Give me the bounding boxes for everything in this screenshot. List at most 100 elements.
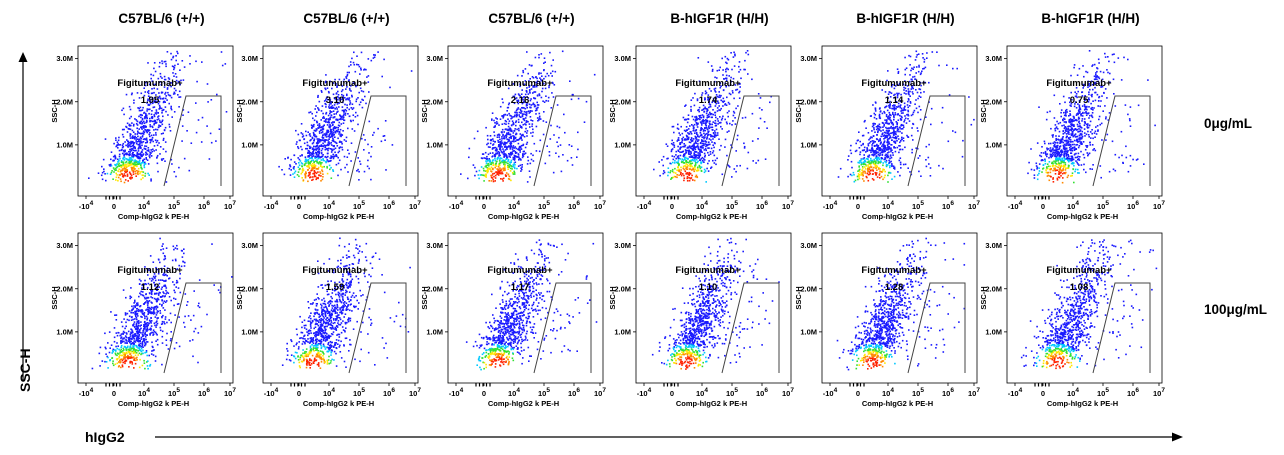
- event-dot: [738, 91, 740, 94]
- event-dot: [516, 139, 518, 141]
- event-dot: [896, 127, 899, 129]
- event-dot: [341, 89, 344, 91]
- event-dot: [493, 126, 495, 128]
- event-dot: [173, 171, 176, 173]
- event-dot: [880, 161, 882, 163]
- event-dot: [706, 167, 708, 170]
- event-dot: [527, 110, 530, 112]
- event-dot: [686, 147, 689, 149]
- event-dot: [517, 154, 520, 156]
- event-dot: [153, 101, 155, 103]
- event-dot: [182, 79, 185, 81]
- event-dot: [530, 104, 533, 106]
- event-dot: [728, 92, 731, 95]
- event-dot: [911, 151, 913, 154]
- event-dot: [496, 173, 498, 176]
- event-dot: [530, 152, 532, 155]
- event-dot: [151, 80, 153, 82]
- event-dot: [320, 180, 322, 182]
- event-dot: [889, 91, 891, 94]
- event-dot: [149, 135, 151, 138]
- event-dot: [508, 102, 511, 104]
- event-dot: [509, 153, 511, 156]
- event-dot: [1038, 172, 1040, 175]
- event-dot: [494, 140, 496, 143]
- event-dot: [172, 72, 174, 74]
- event-dot: [474, 174, 476, 177]
- event-dot: [543, 101, 546, 103]
- event-dot: [669, 171, 671, 174]
- event-dot: [879, 126, 882, 129]
- event-dot: [881, 112, 884, 115]
- event-dot: [701, 142, 704, 145]
- event-dot: [337, 98, 339, 101]
- event-dot: [706, 144, 708, 147]
- event-dot: [300, 123, 303, 125]
- event-dot: [1054, 155, 1056, 158]
- event-dot: [309, 135, 312, 137]
- event-dot: [720, 125, 722, 128]
- event-dot: [300, 132, 303, 134]
- event-dot: [324, 81, 327, 84]
- event-dot: [713, 154, 716, 157]
- event-dot: [159, 61, 161, 64]
- event-dot: [896, 81, 898, 83]
- event-dot: [145, 152, 148, 154]
- event-dot: [732, 77, 735, 80]
- event-dot: [536, 101, 538, 104]
- event-dot: [696, 145, 699, 147]
- event-dot: [342, 99, 345, 102]
- event-dot: [368, 91, 370, 93]
- event-dot: [519, 164, 522, 167]
- event-dot: [879, 111, 882, 113]
- event-dot: [530, 158, 533, 161]
- event-dot: [310, 157, 313, 159]
- event-dot: [520, 170, 522, 172]
- event-dot: [330, 144, 333, 146]
- event-dot: [522, 134, 524, 137]
- event-dot: [531, 76, 534, 78]
- event-dot: [136, 138, 139, 140]
- event-dot: [344, 103, 346, 106]
- event-dot: [680, 161, 683, 164]
- event-dot: [114, 154, 116, 157]
- event-dot: [324, 156, 326, 158]
- event-dot: [694, 163, 697, 166]
- event-dot: [295, 163, 297, 165]
- event-dot: [538, 94, 541, 97]
- event-dot: [1085, 114, 1088, 116]
- event-dot: [304, 156, 307, 158]
- event-dot: [124, 175, 126, 177]
- panel-x-label: Comp-hIgG2 k PE-H: [303, 212, 374, 221]
- event-dot: [724, 103, 727, 105]
- event-dot: [155, 141, 158, 144]
- event-dot: [333, 127, 335, 130]
- event-dot: [712, 138, 714, 140]
- event-dot: [676, 127, 679, 130]
- event-dot: [920, 175, 922, 177]
- event-dot: [855, 142, 857, 145]
- event-dot: [492, 180, 495, 183]
- event-dot: [508, 175, 511, 178]
- event-dot: [687, 128, 690, 130]
- event-dot: [911, 148, 913, 151]
- event-dot: [308, 111, 310, 114]
- event-dot: [1077, 163, 1079, 165]
- event-dot: [682, 116, 685, 119]
- event-dot: [879, 139, 882, 142]
- event-dot: [680, 169, 682, 171]
- event-dot: [516, 114, 519, 116]
- event-dot: [1087, 80, 1090, 83]
- event-dot: [724, 146, 726, 148]
- event-dot: [349, 103, 351, 106]
- event-dot: [372, 134, 374, 136]
- event-dot: [488, 159, 490, 162]
- event-dot: [329, 148, 332, 150]
- event-dot: [711, 126, 714, 129]
- event-dot: [141, 168, 143, 170]
- event-dot: [924, 66, 927, 69]
- event-dot: [336, 101, 338, 103]
- event-dot: [324, 87, 326, 90]
- event-dot: [377, 127, 379, 130]
- event-dot: [889, 161, 891, 164]
